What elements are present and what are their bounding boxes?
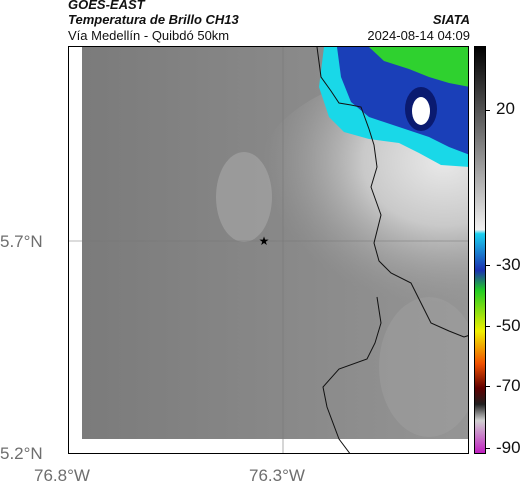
colorbar (474, 46, 486, 454)
colorbar-label: -70 (496, 376, 521, 395)
border-line-east (316, 47, 468, 338)
y-tick-label: 5.2°N (0, 444, 43, 463)
cloud-patch (379, 297, 468, 437)
cbar-tick (486, 448, 490, 449)
x-tick-label: 76.8°W (34, 466, 90, 485)
colorbar-gradient (475, 47, 485, 453)
cloud-streak (216, 152, 272, 242)
timestamp-label: 2024-08-14 04:09 (367, 28, 470, 43)
star-icon[interactable]: ★ (259, 234, 270, 248)
org-label: SIATA (432, 12, 470, 27)
y-tick-label: 5.7°N (0, 232, 43, 251)
colorbar-label: -50 (496, 316, 521, 335)
nodata-bottom (69, 439, 468, 453)
satellite-title: GOES-EAST (68, 0, 145, 12)
cloud-green-region (369, 47, 468, 87)
cloud-core-white (412, 97, 430, 125)
colorbar-label: -90 (496, 438, 521, 457)
cbar-tick (486, 326, 490, 327)
colorbar-label: -30 (496, 255, 521, 274)
x-tick-label: 76.3°W (249, 466, 305, 485)
route-subtitle: Vía Medellín - Quibdó 50km (68, 28, 230, 43)
cbar-tick (486, 265, 490, 266)
cbar-tick (486, 386, 490, 387)
map-canvas: ★ (69, 47, 468, 453)
satellite-map[interactable]: ★ (68, 46, 469, 454)
border-line-south (322, 296, 382, 453)
colorbar-label: 20 (496, 99, 515, 118)
product-title: Temperatura de Brillo CH13 (68, 12, 239, 27)
nodata-left (69, 47, 82, 453)
cbar-tick (486, 110, 490, 111)
